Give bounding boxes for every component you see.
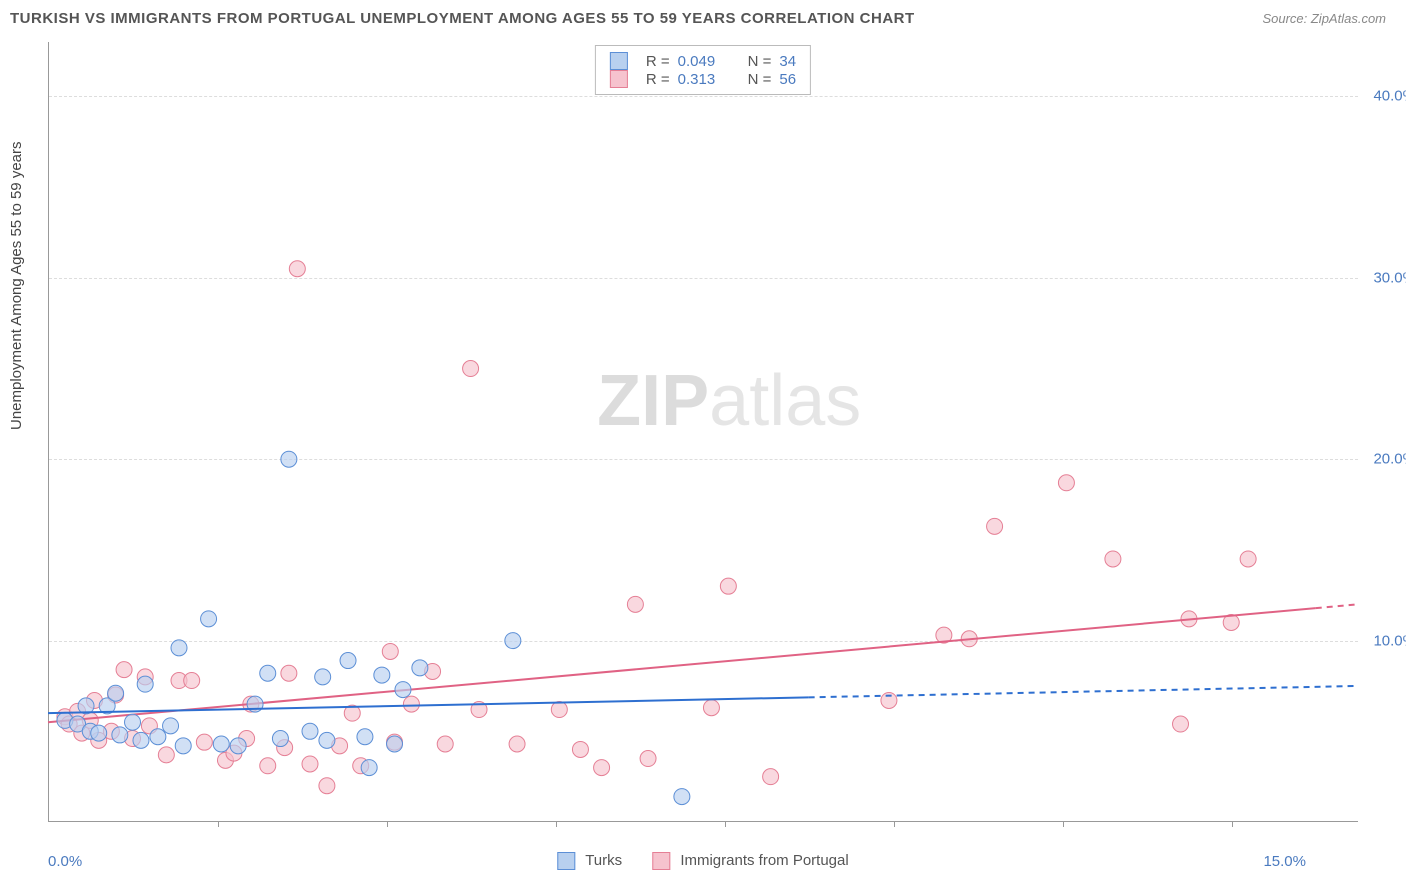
trendline-portugal [48, 608, 1316, 722]
point-turks [133, 732, 149, 748]
swatch-portugal [610, 70, 628, 88]
point-portugal [302, 756, 318, 772]
y-tick-label: 20.0% [1373, 451, 1406, 468]
point-turks [674, 789, 690, 805]
y-tick-label: 40.0% [1373, 88, 1406, 105]
point-turks [137, 676, 153, 692]
point-turks [150, 729, 166, 745]
point-turks [260, 665, 276, 681]
point-turks [361, 760, 377, 776]
point-portugal [987, 518, 1003, 534]
legend-row-portugal: R = 0.313 N =56 [610, 70, 796, 88]
point-turks [175, 738, 191, 754]
chart-title: TURKISH VS IMMIGRANTS FROM PORTUGAL UNEM… [10, 10, 915, 27]
point-turks [387, 736, 403, 752]
swatch-turks-icon [557, 852, 575, 870]
legend-label-turks: Turks [585, 852, 622, 869]
x-tick-max: 15.0% [1263, 853, 1306, 870]
trendline-dashed-turks [809, 686, 1358, 697]
point-portugal [196, 734, 212, 750]
source-label: Source: ZipAtlas.com [1262, 11, 1386, 26]
point-portugal [437, 736, 453, 752]
scatter-svg [48, 42, 1358, 822]
point-portugal [1240, 551, 1256, 567]
point-portugal [382, 643, 398, 659]
legend-row-turks: R =0.049 N =34 [610, 52, 796, 70]
point-portugal [594, 760, 610, 776]
point-turks [213, 736, 229, 752]
point-portugal [403, 696, 419, 712]
y-axis-title: Unemployment Among Ages 55 to 59 years [8, 141, 25, 430]
point-portugal [184, 673, 200, 689]
point-turks [171, 640, 187, 656]
legend-item-portugal: Immigrants from Portugal [652, 852, 849, 870]
swatch-turks [610, 52, 628, 70]
point-turks [201, 611, 217, 627]
swatch-portugal-icon [652, 852, 670, 870]
point-turks [340, 653, 356, 669]
point-turks [163, 718, 179, 734]
point-turks [230, 738, 246, 754]
point-portugal [640, 751, 656, 767]
point-portugal [260, 758, 276, 774]
point-turks [112, 727, 128, 743]
legend-correlation: R =0.049 N =34 R = 0.313 N =56 [595, 45, 811, 95]
plot-wrap: 10.0%20.0%30.0%40.0% ZIPatlas [48, 42, 1358, 822]
point-portugal [281, 665, 297, 681]
point-turks [319, 732, 335, 748]
point-portugal [509, 736, 525, 752]
trendline-turks [48, 697, 809, 713]
point-turks [281, 451, 297, 467]
point-portugal [1173, 716, 1189, 732]
legend-item-turks: Turks [557, 852, 622, 870]
point-turks [395, 682, 411, 698]
point-turks [374, 667, 390, 683]
point-turks [125, 714, 141, 730]
point-portugal [763, 769, 779, 785]
point-portugal [319, 778, 335, 794]
point-turks [412, 660, 428, 676]
legend-label-portugal: Immigrants from Portugal [680, 852, 848, 869]
y-tick-label: 10.0% [1373, 632, 1406, 649]
point-turks [272, 731, 288, 747]
trendline-dashed-portugal [1316, 604, 1358, 608]
point-turks [91, 725, 107, 741]
point-turks [315, 669, 331, 685]
point-portugal [1105, 551, 1121, 567]
point-portugal [158, 747, 174, 763]
point-portugal [703, 700, 719, 716]
point-portugal [1058, 475, 1074, 491]
point-turks [505, 633, 521, 649]
point-portugal [116, 662, 132, 678]
point-portugal [551, 702, 567, 718]
x-tick-min: 0.0% [48, 853, 82, 870]
point-turks [357, 729, 373, 745]
point-portugal [627, 596, 643, 612]
point-portugal [463, 361, 479, 377]
point-portugal [720, 578, 736, 594]
point-turks [108, 685, 124, 701]
legend-series: Turks Immigrants from Portugal [557, 852, 848, 870]
point-turks [302, 723, 318, 739]
point-portugal [289, 261, 305, 277]
y-tick-label: 30.0% [1373, 269, 1406, 286]
point-portugal [572, 741, 588, 757]
